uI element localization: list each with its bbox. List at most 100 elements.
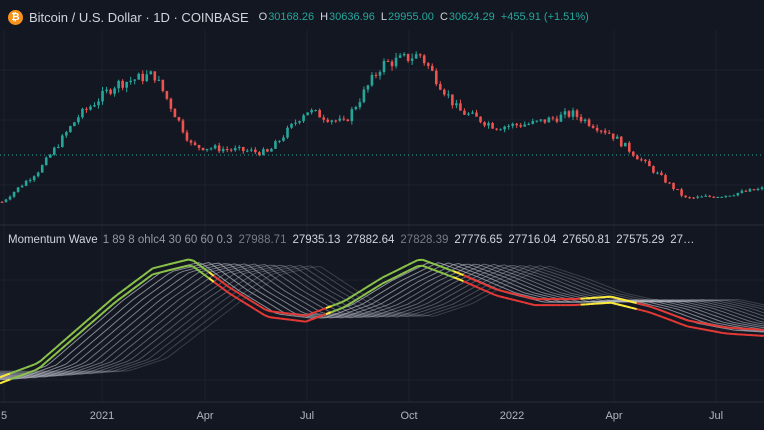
wave-segment-lower: [697, 327, 704, 331]
candle-body: [4, 199, 8, 202]
candle-body: [487, 123, 490, 126]
candle-body: [294, 122, 297, 124]
wave-segment-lower: [243, 301, 251, 307]
candle-body: [603, 130, 607, 133]
candle-body: [563, 111, 567, 115]
wave-segment-lower: [702, 328, 709, 332]
symbol-title[interactable]: Bitcoin / U.S. Dollar · 1D · COINBASE: [29, 9, 249, 25]
wave-segment-lower: [310, 316, 317, 321]
wave-segment-upper: [315, 309, 322, 313]
wave-segment-upper: [25, 364, 31, 369]
wave-segment-upper: [407, 261, 414, 267]
wave-segment-lower: [503, 296, 510, 300]
wave-segment-lower: [249, 305, 256, 310]
candle-body: [619, 136, 623, 147]
candle-body: [28, 179, 32, 181]
indicator-name[interactable]: Momentum Wave: [8, 234, 98, 246]
wave-segment-upper: [483, 283, 490, 288]
candle-body: [672, 183, 675, 190]
wave-segment-upper: [320, 307, 327, 311]
wave-segment-lower: [315, 315, 322, 319]
candle-body: [233, 148, 237, 151]
candle-body: [664, 175, 667, 183]
wave-segment-upper: [325, 305, 332, 310]
indicator-legend[interactable]: Momentum Wave 1 89 8 ohlc4 30 60 60 0.3 …: [8, 234, 701, 246]
candle-body: [539, 119, 543, 121]
wave-segment-upper: [91, 311, 98, 318]
wave-segment-upper: [126, 282, 134, 289]
candle-body: [382, 61, 386, 73]
wave-segment-lower: [391, 275, 398, 280]
wave-segment-lower: [356, 295, 363, 301]
ohlc-close: C30624.29: [439, 11, 495, 23]
wave-segment-lower: [687, 325, 693, 329]
candle-body: [555, 118, 559, 122]
symbol-header[interactable]: ₿ Bitcoin / U.S. Dollar · 1D · COINBASE …: [8, 8, 595, 26]
candle-body: [201, 147, 205, 151]
wave-segment-upper: [55, 342, 62, 349]
candle-body: [398, 55, 402, 58]
wave-segment-lower: [269, 316, 276, 319]
indicator-value: 27988.71: [238, 234, 287, 246]
wave-segment-upper: [4, 372, 11, 377]
candle-body: [402, 53, 406, 56]
wave-segment-lower: [671, 319, 678, 324]
wave-segment-lower: [198, 269, 205, 276]
wave-segment-upper: [14, 368, 21, 373]
wave-segment-upper: [290, 312, 296, 316]
wave-segment-lower: [178, 265, 184, 269]
wave-segment-lower: [30, 369, 37, 373]
wave-segment-upper: [40, 355, 47, 362]
candle-body: [258, 152, 261, 156]
candle-body: [213, 145, 217, 149]
candle-body: [503, 126, 506, 130]
wave-segment-lower: [320, 313, 327, 317]
wave-segment-lower: [707, 329, 714, 333]
wave-segment-upper: [111, 294, 118, 300]
wave-segment-upper: [167, 262, 174, 266]
candle-body: [266, 149, 269, 152]
candle-body: [57, 146, 60, 148]
candle-body: [48, 154, 52, 158]
candle-body: [704, 195, 707, 197]
wave-segment-upper: [381, 274, 388, 279]
wave-segment-lower: [9, 376, 16, 381]
wave-segment-lower: [422, 264, 429, 269]
wave-segment-upper: [203, 267, 210, 273]
candle-body: [278, 140, 281, 142]
wave-segment-upper: [208, 271, 215, 277]
candle-body: [696, 196, 699, 198]
candle-body: [748, 189, 752, 192]
candle-body: [209, 148, 213, 150]
wave-segment-lower: [636, 308, 643, 312]
wave-segment-upper: [142, 271, 149, 277]
ribbon-line: [0, 261, 764, 380]
candle-body: [362, 89, 366, 103]
candle-body: [334, 120, 338, 122]
wave-segment-upper: [75, 324, 83, 331]
candle-body: [632, 151, 635, 156]
candle-body: [648, 160, 651, 167]
candle-body: [575, 110, 579, 117]
candle-body: [591, 125, 595, 128]
wave-segment-lower: [386, 277, 393, 283]
candle-body: [254, 149, 257, 153]
wave-segment-lower: [712, 330, 719, 334]
wave-segment-upper: [666, 311, 673, 316]
candle-body: [587, 119, 591, 126]
candle-body: [61, 135, 64, 147]
indicator-params: 1 89 8 ohlc4 30 60 60 0.3: [102, 234, 233, 246]
wave-segment-lower: [468, 282, 475, 287]
wave-segment-upper: [692, 320, 698, 324]
candle-body: [471, 112, 474, 114]
candle-body: [752, 189, 756, 191]
wave-segment-upper: [366, 283, 373, 289]
wave-segment-upper: [233, 289, 240, 295]
candle-body: [712, 196, 716, 198]
wave-segment-upper: [452, 270, 459, 274]
wave-segment-upper: [80, 320, 88, 327]
candle-body: [426, 63, 430, 66]
wave-segment-upper: [45, 351, 52, 358]
wave-segment-upper: [223, 282, 230, 289]
